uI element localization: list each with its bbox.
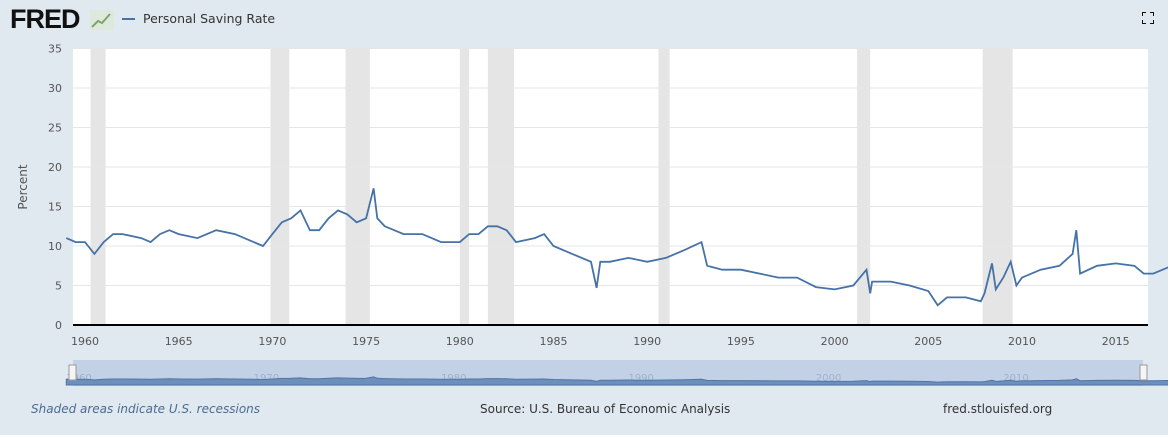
navigator-label: 2000	[816, 373, 841, 384]
y-tick-label: 30	[48, 82, 62, 95]
y-tick-label: 5	[55, 280, 62, 293]
navigator-right-handle[interactable]	[1139, 364, 1148, 381]
fred-graph-icon	[90, 10, 114, 30]
y-tick-label: 20	[48, 161, 62, 174]
x-tick-label: 2015	[1102, 335, 1130, 348]
x-tick-label: 1990	[633, 335, 661, 348]
recession-band	[345, 48, 370, 325]
x-tick-label: 2005	[914, 335, 942, 348]
navigator-label: 1990	[628, 373, 653, 384]
navigator[interactable]: 1960 1970 1980 1990 2000 2010	[65, 360, 1168, 386]
x-tick-label: 1970	[258, 335, 286, 348]
x-tick-label: 2010	[1008, 335, 1036, 348]
y-axis-label: Percent	[16, 164, 30, 209]
y-tick-label: 15	[48, 201, 62, 214]
recession-band	[487, 48, 515, 325]
navigator-left-handle[interactable]	[68, 364, 77, 381]
x-tick-label: 1960	[71, 335, 99, 348]
y-tick-label: 0	[55, 319, 62, 332]
fred-logo[interactable]: FRED	[10, 4, 80, 34]
navigator-label: 2010	[1003, 373, 1028, 384]
recession-band	[90, 48, 106, 325]
plot-area	[73, 48, 1148, 325]
navigator-label: 1960	[66, 373, 91, 384]
series-line	[65, 188, 1168, 307]
recession-note[interactable]: Shaded areas indicate U.S. recessions	[31, 402, 261, 416]
navigator-label: 1970	[254, 373, 279, 384]
legend-label: Personal Saving Rate	[143, 11, 276, 26]
source-text: Source: U.S. Bureau of Economic Analysis	[480, 402, 731, 416]
legend-swatch	[122, 17, 135, 20]
y-tick-label: 10	[48, 240, 62, 253]
recession-band	[658, 48, 670, 325]
x-tick-label: 2000	[821, 335, 849, 348]
x-tick-label: 1995	[727, 335, 755, 348]
chart: 0 5 10 15 20 25 30 35 1960 1965 1970 1975 1980 1985 19…	[16, 43, 1168, 386]
x-tick-label: 1965	[165, 335, 193, 348]
y-tick-label: 35	[48, 43, 62, 56]
recession-band	[857, 48, 871, 325]
site-link[interactable]: fred.stlouisfed.org	[943, 402, 1053, 416]
navigator-series	[65, 376, 1168, 386]
recession-band	[270, 48, 290, 325]
y-tick-label: 25	[48, 122, 62, 135]
recession-band	[459, 48, 470, 325]
x-tick-label: 1980	[446, 335, 474, 348]
navigator-label: 1980	[441, 373, 466, 384]
x-tick-label: 1975	[352, 335, 380, 348]
x-tick-label: 1985	[539, 335, 567, 348]
legend-item[interactable]: Personal Saving Rate	[122, 11, 275, 26]
